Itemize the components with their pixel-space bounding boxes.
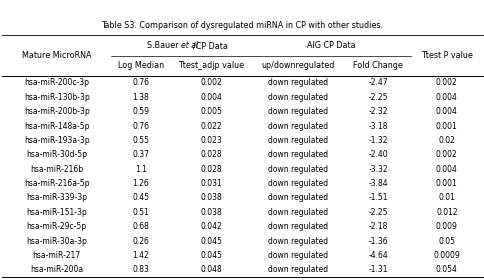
Text: Ttest_adjp value: Ttest_adjp value [178, 61, 243, 70]
Text: 0.001: 0.001 [435, 179, 457, 188]
Text: 0.004: 0.004 [435, 93, 457, 102]
Text: 0.009: 0.009 [435, 222, 457, 231]
Text: down regulated: down regulated [268, 193, 328, 202]
Text: 1.38: 1.38 [133, 93, 149, 102]
Text: 0.012: 0.012 [435, 208, 457, 217]
Text: Fold Change: Fold Change [352, 61, 402, 70]
Text: Mature MicroRNA: Mature MicroRNA [22, 51, 91, 60]
Text: 0.76: 0.76 [132, 78, 149, 87]
Text: -2.25: -2.25 [368, 93, 387, 102]
Text: down regulated: down regulated [268, 165, 328, 174]
Text: 0.83: 0.83 [132, 265, 149, 274]
Text: 0.01: 0.01 [438, 193, 454, 202]
Text: hsa-miR-339-3p: hsa-miR-339-3p [26, 193, 87, 202]
Text: 0.002: 0.002 [435, 150, 457, 159]
Text: 0.045: 0.045 [200, 251, 222, 260]
Text: hsa-miR-193a-3p: hsa-miR-193a-3p [24, 136, 90, 145]
Text: 0.05: 0.05 [438, 237, 454, 246]
Text: -2.25: -2.25 [368, 208, 387, 217]
Text: 0.038: 0.038 [200, 208, 222, 217]
Text: -3.32: -3.32 [368, 165, 387, 174]
Text: down regulated: down regulated [268, 107, 328, 116]
Text: 0.005: 0.005 [200, 107, 222, 116]
Text: down regulated: down regulated [268, 265, 328, 274]
Text: 0.028: 0.028 [200, 165, 221, 174]
Text: 0.022: 0.022 [200, 122, 221, 130]
Text: 0.59: 0.59 [132, 107, 149, 116]
Text: Log Median: Log Median [118, 61, 164, 70]
Text: 1.1: 1.1 [135, 165, 147, 174]
Text: hsa-miR-30d-5p: hsa-miR-30d-5p [26, 150, 87, 159]
Text: hsa-miR-200c-3p: hsa-miR-200c-3p [24, 78, 89, 87]
Text: -1.51: -1.51 [368, 193, 387, 202]
Text: down regulated: down regulated [268, 179, 328, 188]
Text: -4.64: -4.64 [368, 251, 387, 260]
Text: -3.18: -3.18 [368, 122, 387, 130]
Text: hsa-miR-29c-5p: hsa-miR-29c-5p [27, 222, 87, 231]
Text: 0.26: 0.26 [132, 237, 149, 246]
Text: et al: et al [181, 41, 198, 50]
Text: 0.054: 0.054 [435, 265, 457, 274]
Text: -1.32: -1.32 [368, 136, 387, 145]
Text: down regulated: down regulated [268, 122, 328, 130]
Text: -2.40: -2.40 [368, 150, 387, 159]
Text: down regulated: down regulated [268, 93, 328, 102]
Text: down regulated: down regulated [268, 136, 328, 145]
Text: down regulated: down regulated [268, 150, 328, 159]
Text: 0.68: 0.68 [132, 222, 149, 231]
Text: AIG CP Data: AIG CP Data [306, 41, 355, 50]
Text: -2.18: -2.18 [368, 222, 387, 231]
Text: hsa-miR-151-3p: hsa-miR-151-3p [26, 208, 87, 217]
Text: hsa-miR-200b-3p: hsa-miR-200b-3p [24, 107, 90, 116]
Text: hsa-miR-130b-3p: hsa-miR-130b-3p [24, 93, 90, 102]
Text: 0.028: 0.028 [200, 150, 221, 159]
Text: down regulated: down regulated [268, 251, 328, 260]
Text: 0.002: 0.002 [200, 78, 222, 87]
Text: /CP Data: /CP Data [193, 41, 227, 50]
Text: 0.001: 0.001 [435, 122, 457, 130]
Text: -1.31: -1.31 [368, 265, 387, 274]
Text: 0.45: 0.45 [132, 193, 149, 202]
Text: hsa-miR-216b: hsa-miR-216b [30, 165, 83, 174]
Text: 0.002: 0.002 [435, 78, 457, 87]
Text: 0.004: 0.004 [200, 93, 222, 102]
Text: down regulated: down regulated [268, 78, 328, 87]
Text: 1.26: 1.26 [133, 179, 149, 188]
Text: 1.42: 1.42 [133, 251, 149, 260]
Text: Ttest P value: Ttest P value [420, 51, 472, 60]
Text: -2.32: -2.32 [368, 107, 387, 116]
Text: down regulated: down regulated [268, 237, 328, 246]
Text: -3.84: -3.84 [368, 179, 387, 188]
Text: hsa-miR-200a: hsa-miR-200a [30, 265, 83, 274]
Text: S.Bauer: S.Bauer [147, 41, 181, 50]
Text: 0.004: 0.004 [435, 165, 457, 174]
Text: 0.045: 0.045 [200, 237, 222, 246]
Text: up/downregulated: up/downregulated [261, 61, 334, 70]
Text: down regulated: down regulated [268, 222, 328, 231]
Text: 0.042: 0.042 [200, 222, 222, 231]
Text: 0.51: 0.51 [132, 208, 149, 217]
Text: Table S3. Comparison of dysregulated miRNA in CP with other studies.: Table S3. Comparison of dysregulated miR… [101, 21, 383, 30]
Text: hsa-miR-30a-3p: hsa-miR-30a-3p [26, 237, 87, 246]
Text: 0.023: 0.023 [200, 136, 222, 145]
Text: -1.36: -1.36 [368, 237, 387, 246]
Text: hsa-miR-217: hsa-miR-217 [32, 251, 81, 260]
Text: 0.76: 0.76 [132, 122, 149, 130]
Text: 0.55: 0.55 [132, 136, 149, 145]
Text: 0.004: 0.004 [435, 107, 457, 116]
Text: hsa-miR-216a-5p: hsa-miR-216a-5p [24, 179, 89, 188]
Text: 0.02: 0.02 [438, 136, 454, 145]
Text: 0.031: 0.031 [200, 179, 222, 188]
Text: 0.038: 0.038 [200, 193, 222, 202]
Text: down regulated: down regulated [268, 208, 328, 217]
Text: 0.0009: 0.0009 [433, 251, 459, 260]
Text: hsa-miR-148a-5p: hsa-miR-148a-5p [24, 122, 89, 130]
Text: -2.47: -2.47 [368, 78, 387, 87]
Text: 0.37: 0.37 [132, 150, 149, 159]
Text: 0.048: 0.048 [200, 265, 222, 274]
